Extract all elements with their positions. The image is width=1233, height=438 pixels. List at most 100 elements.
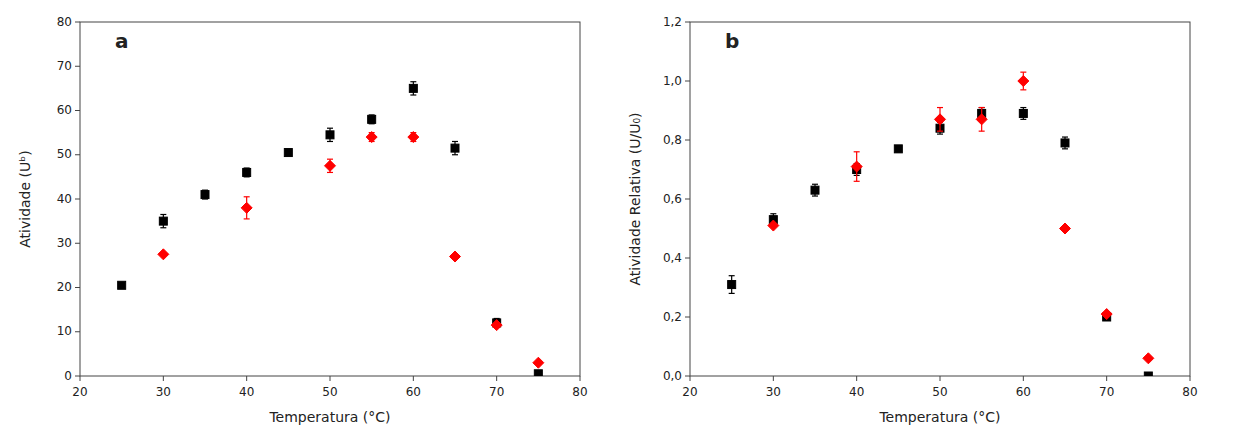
x-tick <box>1106 376 1107 381</box>
y-tick <box>75 287 80 288</box>
point <box>243 168 251 176</box>
y-tick-label: 1,0 <box>663 74 682 88</box>
data-area <box>118 82 544 376</box>
x-tick-label: 60 <box>406 385 421 399</box>
panel-label: a <box>115 29 129 53</box>
y-tick <box>75 199 80 200</box>
series <box>768 72 1154 364</box>
x-tick <box>330 376 331 381</box>
point <box>768 220 779 231</box>
error-bar <box>729 276 735 294</box>
error-bar <box>410 82 416 95</box>
x-tick <box>1023 376 1024 381</box>
point <box>894 145 902 153</box>
y-axis-label: Atividade Relativa (U/U₀) <box>627 113 643 286</box>
error-bar <box>812 184 818 196</box>
point <box>158 249 169 260</box>
y-tick <box>685 81 690 82</box>
y-tick-label: 0 <box>64 369 72 383</box>
panel: 0,00,20,40,60,81,01,220304050607080Tempe… <box>627 15 1198 426</box>
point <box>491 320 502 331</box>
error-bar <box>160 214 166 227</box>
point <box>935 114 946 125</box>
x-tick-label: 60 <box>1016 385 1031 399</box>
point <box>366 132 377 143</box>
y-tick-label: 60 <box>57 103 72 117</box>
x-tick-label: 70 <box>1099 385 1114 399</box>
y-tick-label: 0,4 <box>663 251 682 265</box>
x-tick <box>580 376 581 381</box>
error-bar <box>1020 108 1026 120</box>
y-tick-label: 20 <box>57 280 72 294</box>
error-bar <box>1062 137 1068 149</box>
point <box>811 186 819 194</box>
y-tick <box>685 199 690 200</box>
y-tick-label: 50 <box>57 147 72 161</box>
y-tick-label: 70 <box>57 59 72 73</box>
x-tick <box>80 376 81 381</box>
point <box>728 281 736 289</box>
x-axis-label: Temperatura (°C) <box>878 409 1000 425</box>
point <box>851 161 862 172</box>
point <box>1101 309 1112 320</box>
point <box>1143 353 1154 364</box>
point <box>976 114 987 125</box>
point <box>534 370 542 376</box>
y-tick <box>75 110 80 111</box>
point <box>533 357 544 368</box>
x-tick <box>246 376 247 381</box>
plot-frame <box>690 22 1190 376</box>
point <box>1061 139 1069 147</box>
data-area <box>728 72 1154 376</box>
y-tick <box>75 154 80 155</box>
point <box>409 84 417 92</box>
y-tick <box>685 22 690 23</box>
y-tick <box>685 258 690 259</box>
x-tick-label: 30 <box>766 385 781 399</box>
x-tick <box>413 376 414 381</box>
point <box>368 115 376 123</box>
point <box>1144 372 1152 376</box>
x-tick-label: 80 <box>572 385 587 399</box>
x-axis-label: Temperatura (°C) <box>268 409 390 425</box>
x-tick-label: 20 <box>72 385 87 399</box>
y-tick <box>75 66 80 67</box>
y-tick <box>75 376 80 377</box>
error-bar <box>452 141 458 154</box>
y-tick <box>75 22 80 23</box>
plot-frame <box>80 22 580 376</box>
point <box>241 202 252 213</box>
point <box>201 191 209 199</box>
series <box>118 82 543 376</box>
x-tick-label: 40 <box>849 385 864 399</box>
panel-label: b <box>725 29 739 53</box>
y-tick-label: 0,0 <box>663 369 682 383</box>
point <box>325 160 336 171</box>
x-tick-label: 30 <box>156 385 171 399</box>
error-bar <box>327 128 333 141</box>
x-tick <box>496 376 497 381</box>
x-tick-label: 80 <box>1182 385 1197 399</box>
error-bar <box>369 115 375 124</box>
x-tick <box>856 376 857 381</box>
series <box>158 132 544 369</box>
x-tick-label: 50 <box>932 385 947 399</box>
y-tick-label: 0,6 <box>663 192 682 206</box>
y-tick-label: 80 <box>57 15 72 29</box>
x-tick-label: 40 <box>239 385 254 399</box>
y-tick <box>685 317 690 318</box>
x-tick <box>940 376 941 381</box>
y-tick-label: 1,2 <box>663 15 682 29</box>
point <box>408 132 419 143</box>
y-tick-label: 40 <box>57 192 72 206</box>
point <box>118 281 126 289</box>
point <box>1019 109 1027 117</box>
point <box>284 149 292 157</box>
y-axis-label: Atividade (Uᵇ) <box>17 150 33 247</box>
point <box>159 217 167 225</box>
series <box>728 108 1153 376</box>
y-tick <box>75 243 80 244</box>
x-tick-label: 50 <box>322 385 337 399</box>
y-tick <box>685 376 690 377</box>
error-bar <box>244 168 250 177</box>
